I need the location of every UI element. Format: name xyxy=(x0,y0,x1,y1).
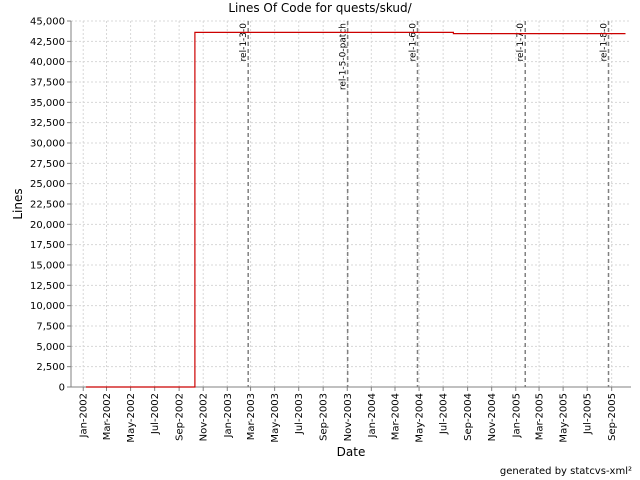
release-markers: rel-1-3-0 rel-1-5-0-patch rel-1-6-0 rel-1-7… xyxy=(239,21,610,387)
x-tick-label: Jul-2004 xyxy=(439,393,450,435)
x-tick-label: Jan-2003 xyxy=(223,393,234,438)
y-tick-label: 10,000 xyxy=(30,301,65,312)
y-tick-label: 12,500 xyxy=(30,281,65,292)
y-tick-label: 2,500 xyxy=(36,362,65,373)
x-tick-label: Jan-2004 xyxy=(367,393,378,438)
y-axis: 0 2,500 5,000 7,500 10,000 12,500 15,000 17,500… xyxy=(30,17,72,394)
release-marker-label: rel-1-7-0 xyxy=(516,23,526,62)
y-tick-label: 30,000 xyxy=(30,139,65,150)
y-tick-label: 45,000 xyxy=(30,17,65,28)
x-tick-label: May-2002 xyxy=(126,393,137,443)
release-marker-label: rel-1-5-0-patch xyxy=(339,23,349,90)
x-tick-label: Jul-2003 xyxy=(294,393,305,435)
y-tick-label: 15,000 xyxy=(30,261,65,272)
x-axis-label: Date xyxy=(337,445,366,459)
generator-credit: generated by statcvs-xml² xyxy=(500,466,632,477)
x-tick-label: Nov-2002 xyxy=(199,393,210,441)
x-tick-label: Mar-2004 xyxy=(391,393,402,440)
y-tick-label: 22,500 xyxy=(30,200,65,211)
y-tick-label: 7,500 xyxy=(36,322,65,333)
x-tick-label: Sep-2004 xyxy=(463,393,474,441)
release-marker-label: rel-1-8-0 xyxy=(600,23,610,62)
chart-title: Lines Of Code for quests/skud/ xyxy=(228,1,412,15)
x-tick-label: Sep-2003 xyxy=(319,393,330,441)
series-group xyxy=(86,31,626,388)
y-tick-label: 40,000 xyxy=(30,57,65,68)
y-tick-label: 5,000 xyxy=(36,342,65,353)
x-tick-label: Jan-2002 xyxy=(79,393,90,438)
release-marker-label: rel-1-3-0 xyxy=(239,23,249,62)
y-tick-label: 27,500 xyxy=(30,159,65,170)
y-tick-label: 35,000 xyxy=(30,98,65,109)
x-tick-label: May-2004 xyxy=(415,393,426,443)
gridlines xyxy=(71,20,631,388)
release-marker-label: rel-1-6-0 xyxy=(408,23,418,62)
y-tick-label: 20,000 xyxy=(30,220,65,231)
y-tick-label: 37,500 xyxy=(30,78,65,89)
x-tick-label: Mar-2005 xyxy=(535,393,546,440)
x-tick-label: May-2003 xyxy=(270,393,281,443)
x-axis: Jan-2002 Mar-2002 May-2002 Jul-2002 Sep-2002… xyxy=(71,386,631,443)
x-tick-label: Mar-2003 xyxy=(246,393,257,440)
x-tick-label: Mar-2002 xyxy=(102,393,113,440)
x-tick-label: Sep-2005 xyxy=(607,393,618,441)
y-tick-label: 25,000 xyxy=(30,179,65,190)
y-tick-label: 0 xyxy=(59,383,65,394)
y-tick-label: 17,500 xyxy=(30,240,65,251)
x-tick-label: Jul-2005 xyxy=(583,393,594,435)
y-tick-label: 42,500 xyxy=(30,37,65,48)
y-tick-label: 32,500 xyxy=(30,118,65,129)
x-tick-label: May-2005 xyxy=(559,393,570,443)
x-tick-label: Jan-2005 xyxy=(511,393,522,438)
x-tick-label: Nov-2003 xyxy=(343,393,354,441)
loc-series-line xyxy=(86,31,626,388)
y-axis-label: Lines xyxy=(11,188,25,219)
x-tick-label: Sep-2002 xyxy=(175,393,186,441)
x-tick-label: Jul-2002 xyxy=(150,393,161,435)
x-tick-label: Nov-2004 xyxy=(487,393,498,441)
